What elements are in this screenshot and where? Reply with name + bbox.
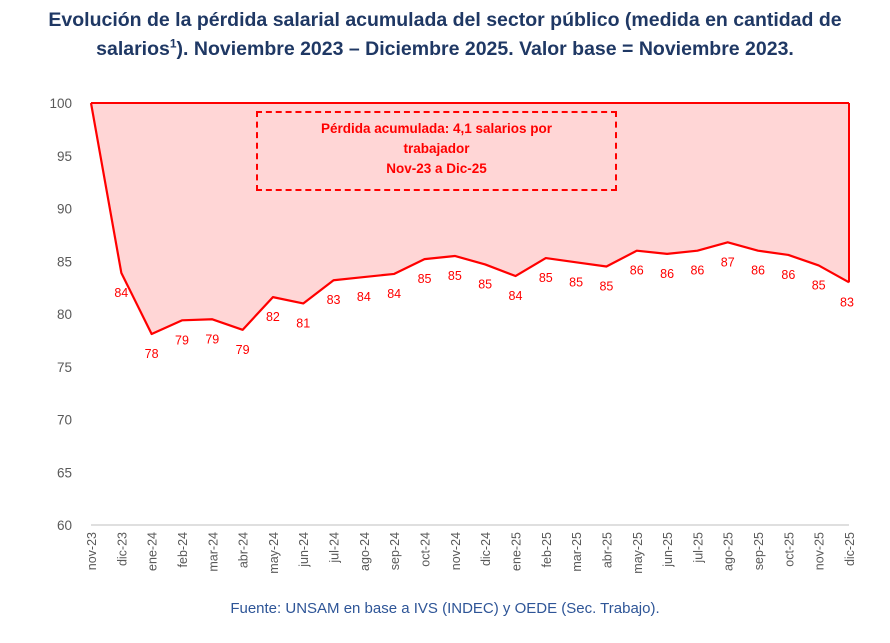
title-part-2: ). Noviembre 2023 – Diciembre 2025. Valo… <box>176 38 794 60</box>
data-label: 85 <box>418 272 432 286</box>
data-label: 83 <box>327 293 341 307</box>
x-tick-label: abr-24 <box>237 532 251 568</box>
y-tick-label: 80 <box>57 307 72 322</box>
x-tick-label: jun-24 <box>297 532 311 568</box>
y-tick-label: 60 <box>57 518 72 533</box>
y-axis: 100 95 90 85 80 75 70 65 60 <box>49 96 72 533</box>
x-tick-label: jul-25 <box>691 532 705 564</box>
area-layer <box>89 102 850 336</box>
y-tick-label: 90 <box>57 202 72 217</box>
data-label: 79 <box>205 332 219 346</box>
data-label: 79 <box>175 333 189 347</box>
x-tick-label: nov-25 <box>813 532 827 570</box>
x-tick-label: nov-23 <box>85 532 99 570</box>
data-label: 85 <box>569 275 583 289</box>
data-label: 87 <box>721 255 735 269</box>
y-tick-label: 75 <box>57 360 72 375</box>
x-tick-label: feb-25 <box>540 532 554 567</box>
chart-title: Evolución de la pérdida salarial acumula… <box>0 6 890 64</box>
x-tick-label: sep-24 <box>388 532 402 570</box>
y-tick-label: 95 <box>57 149 72 164</box>
data-label: 81 <box>296 316 310 330</box>
data-label: 85 <box>539 271 553 285</box>
data-label: 86 <box>781 268 795 282</box>
data-label: 84 <box>357 290 371 304</box>
x-tick-label: feb-24 <box>176 532 190 567</box>
y-tick-label: 70 <box>57 413 72 428</box>
x-tick-label: ene-25 <box>509 532 523 571</box>
annotation-line-2: trabajador <box>403 141 470 156</box>
x-tick-label: oct-24 <box>419 532 433 567</box>
y-tick-label: 65 <box>57 465 72 480</box>
data-label: 84 <box>387 287 401 301</box>
y-tick-label: 85 <box>57 254 72 269</box>
x-tick-label: ene-24 <box>146 532 160 571</box>
x-tick-label: ago-24 <box>358 532 372 571</box>
annotation-line-3: Nov-23 a Dic-25 <box>386 161 487 176</box>
x-tick-label: mar-25 <box>570 532 584 572</box>
data-label: 86 <box>660 267 674 281</box>
x-tick-label: mar-24 <box>206 532 220 572</box>
data-label: 78 <box>145 347 159 361</box>
loss-area <box>91 103 849 335</box>
x-tick-label: dic-25 <box>843 532 857 566</box>
x-tick-label: may-25 <box>631 532 645 574</box>
x-tick-label: ago-25 <box>722 532 736 571</box>
x-tick-label: nov-24 <box>449 532 463 570</box>
title-footnote-mark: 1 <box>169 36 177 51</box>
data-label: 79 <box>236 343 250 357</box>
annotation-line-1: Pérdida acumulada: 4,1 salarios por <box>320 121 553 136</box>
x-axis: nov-23 dic-23 ene-24 feb-24 mar-24 abr-24 may-… <box>85 524 857 574</box>
y-tick-label: 100 <box>49 96 72 111</box>
accumulated-loss-annotation: Pérdida acumulada: 4,1 salarios por trab… <box>256 111 617 191</box>
data-label: 85 <box>478 277 492 291</box>
x-tick-label: jun-25 <box>661 532 675 568</box>
data-label: 86 <box>630 264 644 278</box>
data-label: 86 <box>690 264 704 278</box>
data-label: 84 <box>509 289 523 303</box>
chart-title-line-1: Evolución de la pérdida salarial acumula… <box>48 9 842 31</box>
x-tick-label: dic-23 <box>115 532 129 566</box>
data-label: 85 <box>448 269 462 283</box>
x-tick-label: sep-25 <box>752 532 766 570</box>
data-label: 84 <box>114 286 128 300</box>
data-label: 82 <box>266 310 280 324</box>
x-tick-label: abr-25 <box>600 532 614 568</box>
data-label: 83 <box>840 295 854 309</box>
source-note: Fuente: UNSAM en base a IVS (INDEC) y OE… <box>230 600 660 617</box>
data-label: 85 <box>812 278 826 292</box>
x-tick-label: oct-25 <box>782 532 796 567</box>
x-tick-label: may-24 <box>267 532 281 574</box>
series-line <box>89 102 850 336</box>
data-labels: 84 78 79 79 79 82 81 83 84 84 85 85 85 84 85 85 85 86 86 86… <box>114 255 854 361</box>
x-tick-label: jul-24 <box>328 532 342 564</box>
data-label: 85 <box>599 280 613 294</box>
data-label: 86 <box>751 264 765 278</box>
title-part-1: salarios <box>96 38 170 60</box>
chart-title-line-2: salarios1). Noviembre 2023 – Diciembre 2… <box>0 35 890 64</box>
x-tick-label: dic-24 <box>479 532 493 566</box>
area-chart: 100 95 90 85 80 75 70 65 60 nov-23 dic-23 ene-24 fe… <box>49 96 857 574</box>
